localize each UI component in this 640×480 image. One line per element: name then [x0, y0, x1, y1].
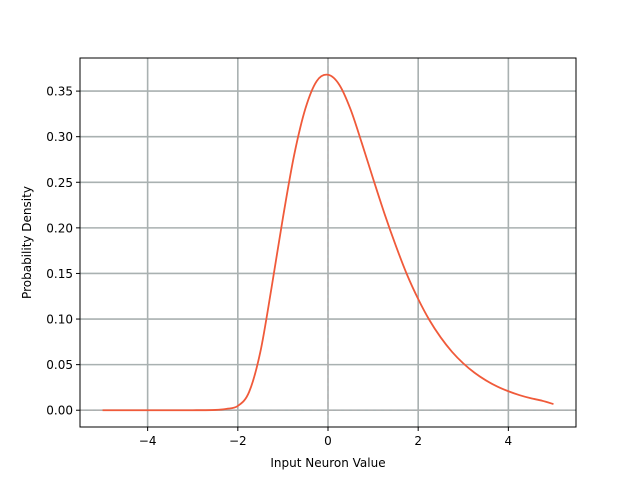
ticks: −4 −2 0 2 4 0.00 0.05 0.10 0.15 0.20 0.25 0.30 0.35 [46, 85, 512, 448]
x-tick-label: −4 [139, 434, 157, 448]
density-curve [102, 73, 554, 412]
x-axis-label: Input Neuron Value [270, 456, 385, 470]
series-layer [102, 73, 554, 412]
y-tick-label: 0.25 [46, 176, 73, 190]
x-tick-label: 0 [324, 434, 332, 448]
y-tick-label: 0.35 [46, 85, 73, 99]
x-tick-label: 4 [505, 434, 513, 448]
y-tick-label: 0.30 [46, 130, 73, 144]
x-tick-label: 2 [414, 434, 422, 448]
y-tick-label: 0.00 [46, 404, 73, 418]
y-axis-label: Probability Density [20, 186, 34, 299]
y-tick-label: 0.10 [46, 313, 73, 327]
y-tick-label: 0.15 [46, 267, 73, 281]
y-tick-label: 0.20 [46, 221, 73, 235]
x-tick-label: −2 [229, 434, 247, 448]
y-tick-label: 0.05 [46, 358, 73, 372]
